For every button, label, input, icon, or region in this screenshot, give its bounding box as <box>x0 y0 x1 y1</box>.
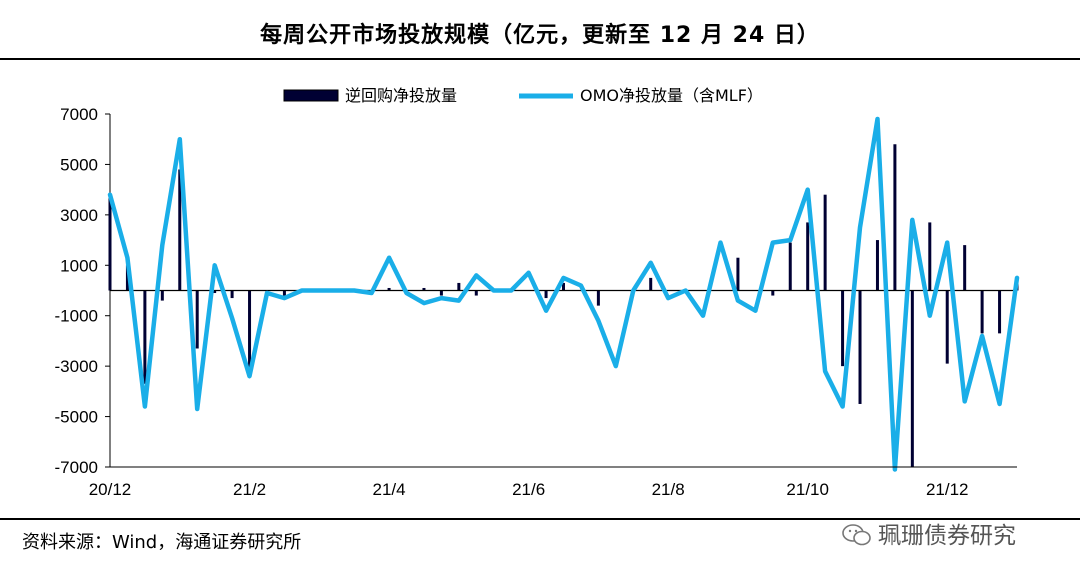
bottom-rule <box>0 518 1080 520</box>
bar <box>562 282 565 291</box>
bar <box>858 290 862 404</box>
omo-line <box>107 116 1020 472</box>
watermark-text: 珮珊债券研究 <box>878 523 1016 549</box>
bar <box>230 290 234 299</box>
bar <box>928 222 932 291</box>
bar <box>649 277 653 291</box>
y-tick-label: 7000 <box>60 105 98 124</box>
bar <box>998 290 1002 334</box>
bar <box>160 290 164 301</box>
bar <box>963 245 967 291</box>
bar <box>806 222 810 291</box>
watermark: 珮珊债券研究 <box>842 516 1016 550</box>
x-tick-label: 21/12 <box>926 480 969 499</box>
y-tick-label: -5000 <box>55 408 98 427</box>
bar <box>125 265 129 291</box>
chart-title: 每周公开市场投放规模（亿元，更新至 12 月 24 日） <box>260 23 820 48</box>
bar <box>771 290 775 296</box>
bar <box>457 282 461 291</box>
x-tick-label: 21/10 <box>786 480 829 499</box>
chart: 逆回购净投放量 OMO净投放量（含MLF） 7000 5000 3000 1000 -10… <box>55 86 1020 499</box>
y-tick-label: -1000 <box>55 307 98 326</box>
x-tick-label: 21/8 <box>652 480 685 499</box>
bar <box>387 287 391 291</box>
y-tick-label: 1000 <box>60 256 98 275</box>
bar <box>893 144 897 291</box>
bar <box>841 290 845 367</box>
bar <box>439 290 443 296</box>
legend: 逆回购净投放量 OMO净投放量（含MLF） <box>283 86 763 105</box>
bar <box>213 290 217 294</box>
source-note: 资料来源：Wind，海通证券研究所 <box>22 532 302 553</box>
legend-swatch-bar <box>283 89 339 102</box>
bar <box>823 194 827 291</box>
y-tick-label: -7000 <box>55 458 98 477</box>
bar <box>945 290 949 364</box>
bar <box>108 197 112 291</box>
line-series <box>107 116 1020 472</box>
y-axis: 7000 5000 3000 1000 -1000 -3000 -5000 -7000 <box>55 105 111 477</box>
x-tick-label: 21/2 <box>233 480 266 499</box>
wechat-icon <box>842 524 871 546</box>
y-tick-label: -3000 <box>55 357 98 376</box>
bar <box>544 290 548 299</box>
title-bar: 每周公开市场投放规模（亿元，更新至 12 月 24 日） <box>0 0 1080 60</box>
x-tick-label: 21/6 <box>512 480 545 499</box>
bar <box>788 242 792 291</box>
x-axis: 20/12 21/2 21/4 21/6 21/8 21/10 21/12 <box>89 466 1017 499</box>
bar <box>980 290 984 334</box>
bar <box>195 290 199 349</box>
x-tick-label: 21/4 <box>373 480 406 499</box>
legend-label-bar: 逆回购净投放量 <box>345 86 457 105</box>
legend-label-line: OMO净投放量（含MLF） <box>580 86 763 105</box>
x-tick-label: 20/12 <box>89 480 132 499</box>
bar <box>474 290 478 296</box>
y-tick-label: 5000 <box>60 155 98 174</box>
y-tick-label: 3000 <box>60 206 98 225</box>
bar <box>910 290 914 467</box>
bar <box>736 257 740 291</box>
bar <box>178 169 182 291</box>
bar <box>143 290 147 384</box>
bar <box>248 290 252 372</box>
bar <box>596 290 600 306</box>
bar <box>282 290 286 296</box>
bar <box>875 240 879 291</box>
bar <box>422 287 426 291</box>
